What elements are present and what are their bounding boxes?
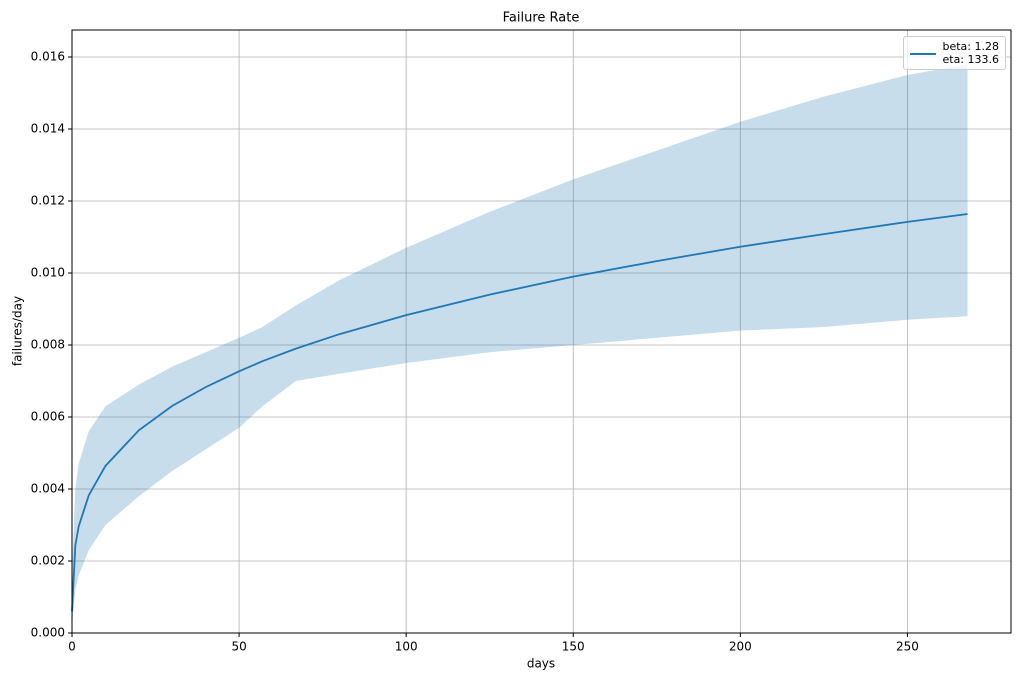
x-tick-label: 200 bbox=[729, 640, 752, 654]
y-tick-label: 0.012 bbox=[31, 194, 65, 208]
chart-title: Failure Rate bbox=[503, 11, 580, 26]
y-tick-label: 0.000 bbox=[31, 626, 65, 640]
x-tick-label: 100 bbox=[395, 640, 418, 654]
y-tick-label: 0.008 bbox=[31, 338, 65, 352]
y-tick-label: 0.016 bbox=[31, 50, 65, 64]
y-tick-label: 0.014 bbox=[31, 122, 65, 136]
y-axis-label: failures/day bbox=[11, 296, 25, 366]
plot-frame bbox=[71, 29, 1012, 634]
confidence-band bbox=[72, 64, 968, 626]
y-tick-label: 0.002 bbox=[31, 554, 65, 568]
y-tick-label: 0.004 bbox=[31, 482, 65, 496]
x-tick-label: 50 bbox=[231, 640, 246, 654]
y-tick-label: 0.010 bbox=[31, 266, 65, 280]
legend: beta: 1.28 eta: 133.6 bbox=[903, 36, 1006, 70]
x-axis-label: days bbox=[527, 657, 555, 671]
x-tick-label: 0 bbox=[68, 640, 76, 654]
x-tick-label: 250 bbox=[896, 640, 919, 654]
line bbox=[71, 213, 968, 612]
legend-swatch bbox=[910, 53, 937, 55]
y-tick-label: 0.006 bbox=[31, 410, 65, 424]
x-tick-label: 150 bbox=[562, 640, 585, 654]
legend-label: beta: 1.28 eta: 133.6 bbox=[942, 40, 999, 66]
